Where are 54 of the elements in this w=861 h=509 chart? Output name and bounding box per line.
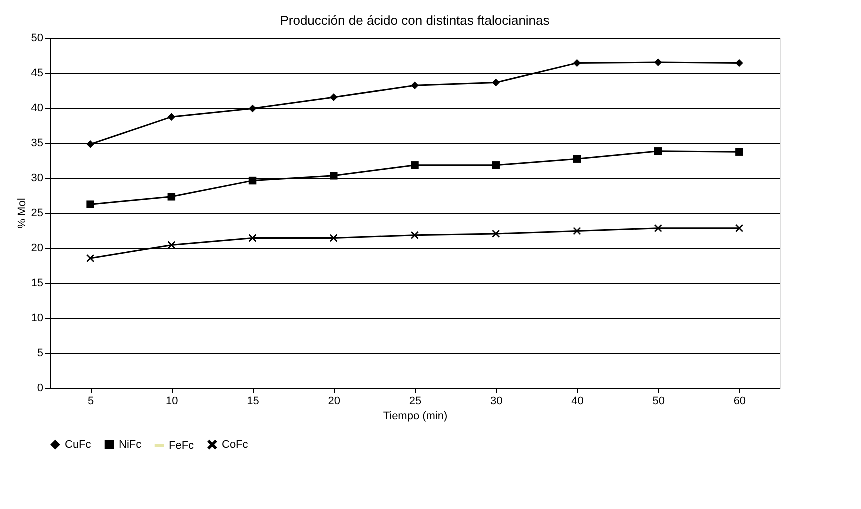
point [492,162,500,170]
x-tick-label: 15 [247,396,260,408]
point [573,227,582,236]
x-tick-label: 10 [166,396,178,408]
point [736,148,744,156]
point [168,193,176,201]
y-tick-label: 15 [31,278,44,290]
x-tick-label: 20 [328,396,341,408]
y-tick-label: 20 [31,242,44,254]
point [654,224,662,232]
point [654,148,662,156]
point [411,162,419,170]
y-tick-label: 40 [31,102,44,114]
y-tick-label: 25 [31,208,44,220]
point [86,254,94,262]
point [330,172,338,180]
point [330,234,338,242]
y-tick-label: 50 [31,32,44,44]
x-tick-label: 30 [490,396,503,408]
y-tick-label: 5 [37,348,44,360]
x-tick-label: 60 [734,396,746,408]
y-tick-label: 30 [31,172,44,184]
y-tick-label: 45 [31,68,44,80]
x-tick-label: 25 [409,396,422,408]
point [736,224,744,232]
x-tick-label: 50 [652,396,665,408]
point [248,176,257,185]
point [86,200,94,208]
chart-title: Producción de ácido con distintas ftalocianinas [280,13,550,28]
point [168,113,176,121]
legend-label: CoFc [222,438,249,451]
point [411,82,419,90]
legend-label: CuFc [65,438,92,451]
legend-label: FeFc [169,440,195,452]
point [86,140,94,148]
x-tick-label: 40 [572,396,584,408]
point [492,230,500,238]
x-tick-label: 5 [88,396,94,408]
point [492,78,500,87]
point [411,232,419,240]
point [168,241,176,250]
point [248,234,257,242]
x-axis-title: Tiempo (min) [383,410,448,422]
y-tick-label: 35 [31,138,44,150]
point [573,59,582,68]
y-tick-label: 0 [37,382,44,394]
point [248,104,257,113]
legend-label: NiFc [119,438,142,451]
point [573,155,582,163]
point [736,59,744,68]
point [330,94,338,102]
y-tick-label: 10 [31,312,44,324]
y-axis-title: % Mol [16,198,28,229]
point [654,58,662,66]
